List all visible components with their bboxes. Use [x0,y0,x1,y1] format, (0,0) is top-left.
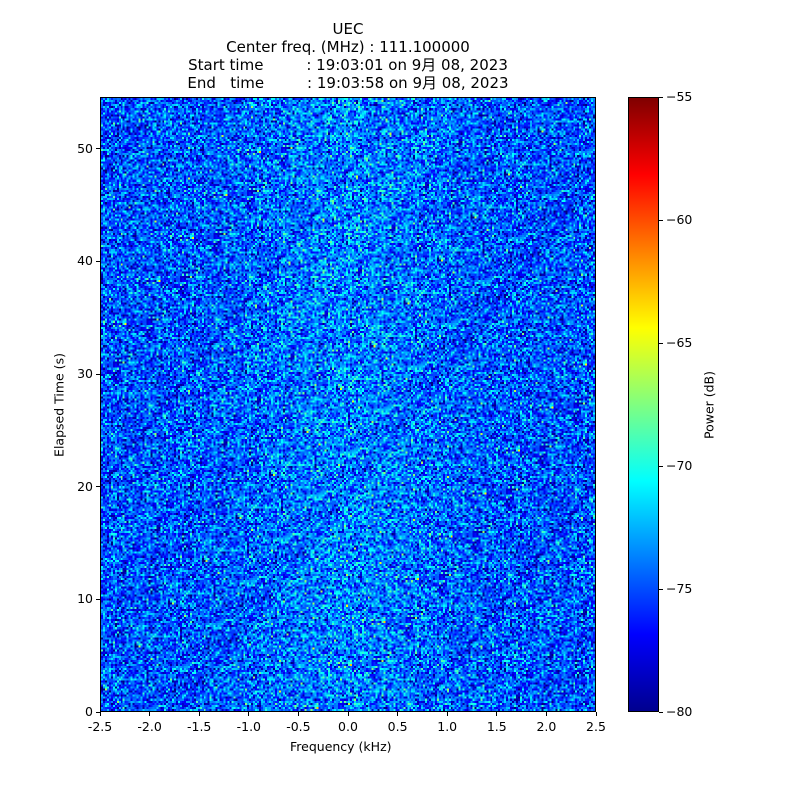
y-tick-mark [96,260,100,262]
spectrogram-heatmap [101,98,595,711]
chart-subtitle-start-time: Start time : 19:03:01 on 9月 08, 2023 [188,56,508,74]
x-tick-mark [446,712,448,716]
colorbar [628,97,659,712]
colorbar-tick-mark [659,711,663,713]
y-tick-label: 20 [77,478,93,494]
y-tick-mark [96,711,100,713]
colorbar-tick-label: −75 [666,581,693,596]
x-tick-label: -2.0 [137,719,162,734]
y-tick-label: 30 [77,366,93,382]
colorbar-label: Power (dB) [701,370,717,440]
y-tick-label: 0 [85,704,93,719]
x-tick-mark [99,712,101,716]
x-tick-label: 2.0 [536,719,557,734]
y-tick-label: 10 [77,591,93,607]
x-tick-mark [198,712,200,716]
y-axis-label: Elapsed Time (s) [51,353,67,457]
y-tick-label: 50 [77,140,93,156]
y-tick-mark [96,486,100,488]
x-tick-mark [397,712,399,716]
x-tick-label: 0.5 [387,719,408,734]
colorbar-tick-label: −60 [666,212,693,227]
x-tick-mark [595,712,597,716]
x-tick-mark [496,712,498,716]
chart-subtitle-center-freq: Center freq. (MHz) : 111.100000 [226,38,470,56]
colorbar-tick-mark [659,342,663,344]
colorbar-tick-mark [659,219,663,221]
x-tick-label: -1.5 [186,719,212,734]
x-tick-mark [347,712,349,716]
x-tick-label: -0.5 [286,719,311,734]
y-tick-mark [96,598,100,600]
colorbar-tick-mark [659,96,663,98]
x-tick-mark [149,712,151,716]
colorbar-tick-mark [659,465,663,467]
colorbar-tick-label: −70 [666,458,693,473]
x-tick-mark [545,712,547,716]
colorbar-tick-mark [659,588,663,590]
x-tick-mark [248,712,250,716]
y-tick-mark [96,148,100,150]
x-tick-label: -2.5 [87,719,113,734]
x-tick-label: 1.0 [437,719,458,734]
x-axis-label: Frequency (kHz) [290,739,392,754]
colorbar-tick-label: −80 [666,704,693,719]
x-tick-label: 0.0 [338,719,358,734]
chart-title: UEC [332,20,364,38]
y-tick-mark [96,373,100,375]
x-tick-label: 2.5 [586,719,606,734]
colorbar-tick-label: −65 [666,335,693,350]
x-tick-label: -1.0 [236,719,261,734]
chart-subtitle-end-time: End time : 19:03:58 on 9月 08, 2023 [187,74,509,92]
plot-area-frame [100,97,596,712]
x-tick-mark [297,712,299,716]
x-tick-label: 1.5 [486,719,507,734]
y-tick-label: 40 [77,253,93,269]
colorbar-tick-label: −55 [666,89,693,104]
